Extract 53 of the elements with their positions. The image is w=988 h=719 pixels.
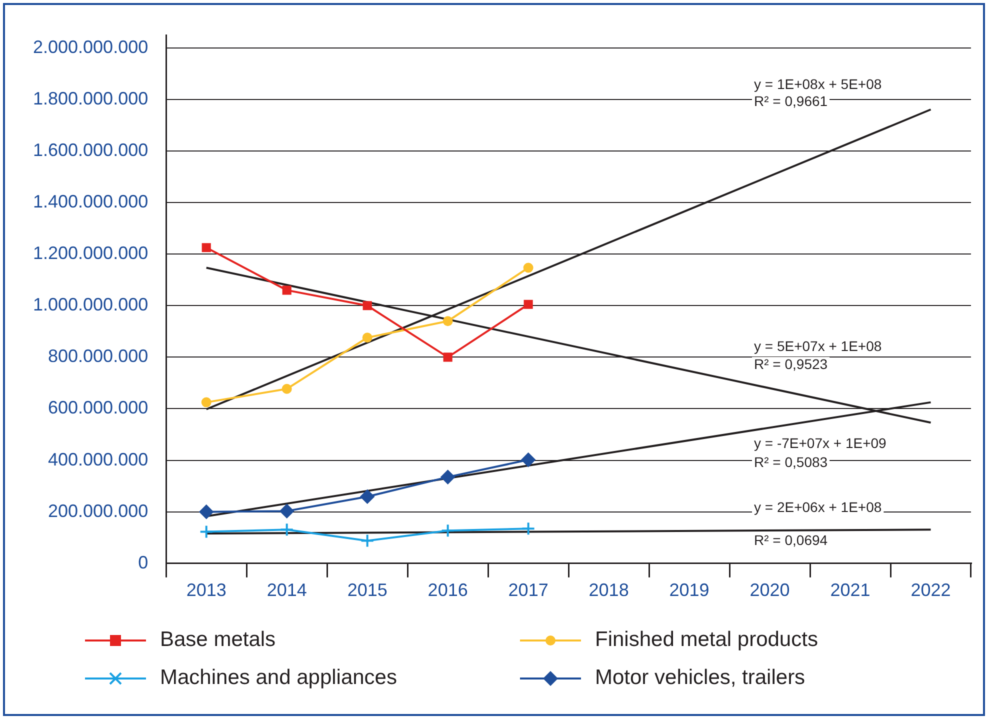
point xyxy=(362,332,372,343)
point xyxy=(282,286,292,295)
point xyxy=(440,470,455,484)
y-tick-label: 1.600.000.000 xyxy=(32,140,148,160)
annotation: R² = 0,0694 xyxy=(754,532,828,548)
x-tick-label: 2019 xyxy=(669,580,710,600)
x-tick-label: 2018 xyxy=(588,580,629,600)
legend-label: Machines and appliances xyxy=(160,666,397,690)
point xyxy=(199,524,214,539)
y-tick-label: 0 xyxy=(138,552,148,572)
x-tick-label: 2020 xyxy=(750,580,790,600)
annotation: R² = 0,9661 xyxy=(754,92,828,109)
point xyxy=(362,301,372,310)
point xyxy=(440,524,455,538)
x-tick-label: 2016 xyxy=(428,580,468,600)
point xyxy=(360,534,374,548)
point xyxy=(523,262,534,273)
y-tick-label: 1.800.000.000 xyxy=(32,88,148,108)
x-tick-label: 2022 xyxy=(910,580,951,600)
point xyxy=(201,397,212,408)
legend-label: Finished metal products xyxy=(595,628,818,652)
x-tick-label: 2013 xyxy=(186,580,226,600)
point xyxy=(202,243,211,252)
annotation: R² = 0,5083 xyxy=(754,454,828,470)
point xyxy=(524,300,533,309)
point xyxy=(521,452,536,467)
point xyxy=(442,316,453,326)
point xyxy=(280,522,294,537)
y-tick-label: 1.200.000.000 xyxy=(32,243,148,264)
legend-label: Base metals xyxy=(160,628,276,652)
x-tick-label: 2014 xyxy=(266,580,307,600)
y-tick-label: 200.000.000 xyxy=(48,500,148,521)
annotation: y = -7E+07x + 1E+09 xyxy=(754,434,887,451)
legend-label: Motor vehicles, trailers xyxy=(595,666,806,690)
y-tick-label: 600.000.000 xyxy=(48,398,148,418)
y-tick-label: 1.400.000.000 xyxy=(32,192,148,212)
x-tick-label: 2021 xyxy=(830,580,870,600)
x-tick-label: 2015 xyxy=(347,580,388,600)
annotation: y = 1E+08x + 5E+08 xyxy=(754,76,882,92)
point xyxy=(360,490,374,504)
annotation: y = 2E+06x + 1E+08 xyxy=(754,498,882,515)
y-tick-label: 2.000.000.000 xyxy=(32,36,148,57)
point xyxy=(521,522,536,536)
y-tick-label: 800.000.000 xyxy=(48,346,148,366)
y-tick-label: 400.000.000 xyxy=(48,449,148,470)
point xyxy=(280,504,294,518)
point xyxy=(282,384,292,394)
annotation: R² = 0,9523 xyxy=(754,356,828,372)
annotation: y = 5E+07x + 1E+08 xyxy=(754,338,882,354)
y-tick-label: 1.000.000.000 xyxy=(32,294,148,315)
x-tick-label: 2017 xyxy=(508,580,548,600)
point xyxy=(443,352,452,362)
point xyxy=(199,504,214,519)
